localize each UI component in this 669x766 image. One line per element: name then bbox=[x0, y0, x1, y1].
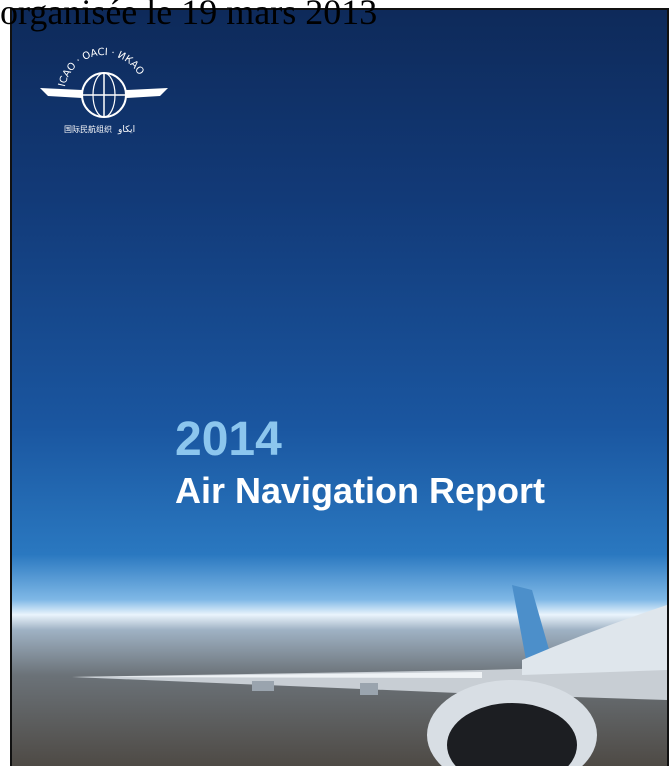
report-cover: ICAO · OACI · ИКАО 国际民航组织 ايكاو 2014 Air… bbox=[10, 8, 669, 766]
report-title: Air Navigation Report bbox=[175, 470, 545, 512]
report-year: 2014 bbox=[175, 412, 282, 467]
page: {"header": {"caption": "organisée le 19 … bbox=[0, 0, 669, 764]
logo-ring-text: ICAO · OACI · ИКАО bbox=[57, 47, 146, 88]
caption: organisée le 19 mars 2013 bbox=[0, 0, 377, 33]
cover-art: ICAO · OACI · ИКАО 国际民航组织 ايكاو bbox=[12, 10, 667, 766]
airplane bbox=[72, 585, 667, 766]
logo-arabic: ايكاو bbox=[117, 125, 135, 135]
icao-logo: ICAO · OACI · ИКАО 国际民航组织 ايكاو bbox=[40, 47, 168, 135]
logo-chinese: 国际民航组织 bbox=[64, 124, 112, 134]
